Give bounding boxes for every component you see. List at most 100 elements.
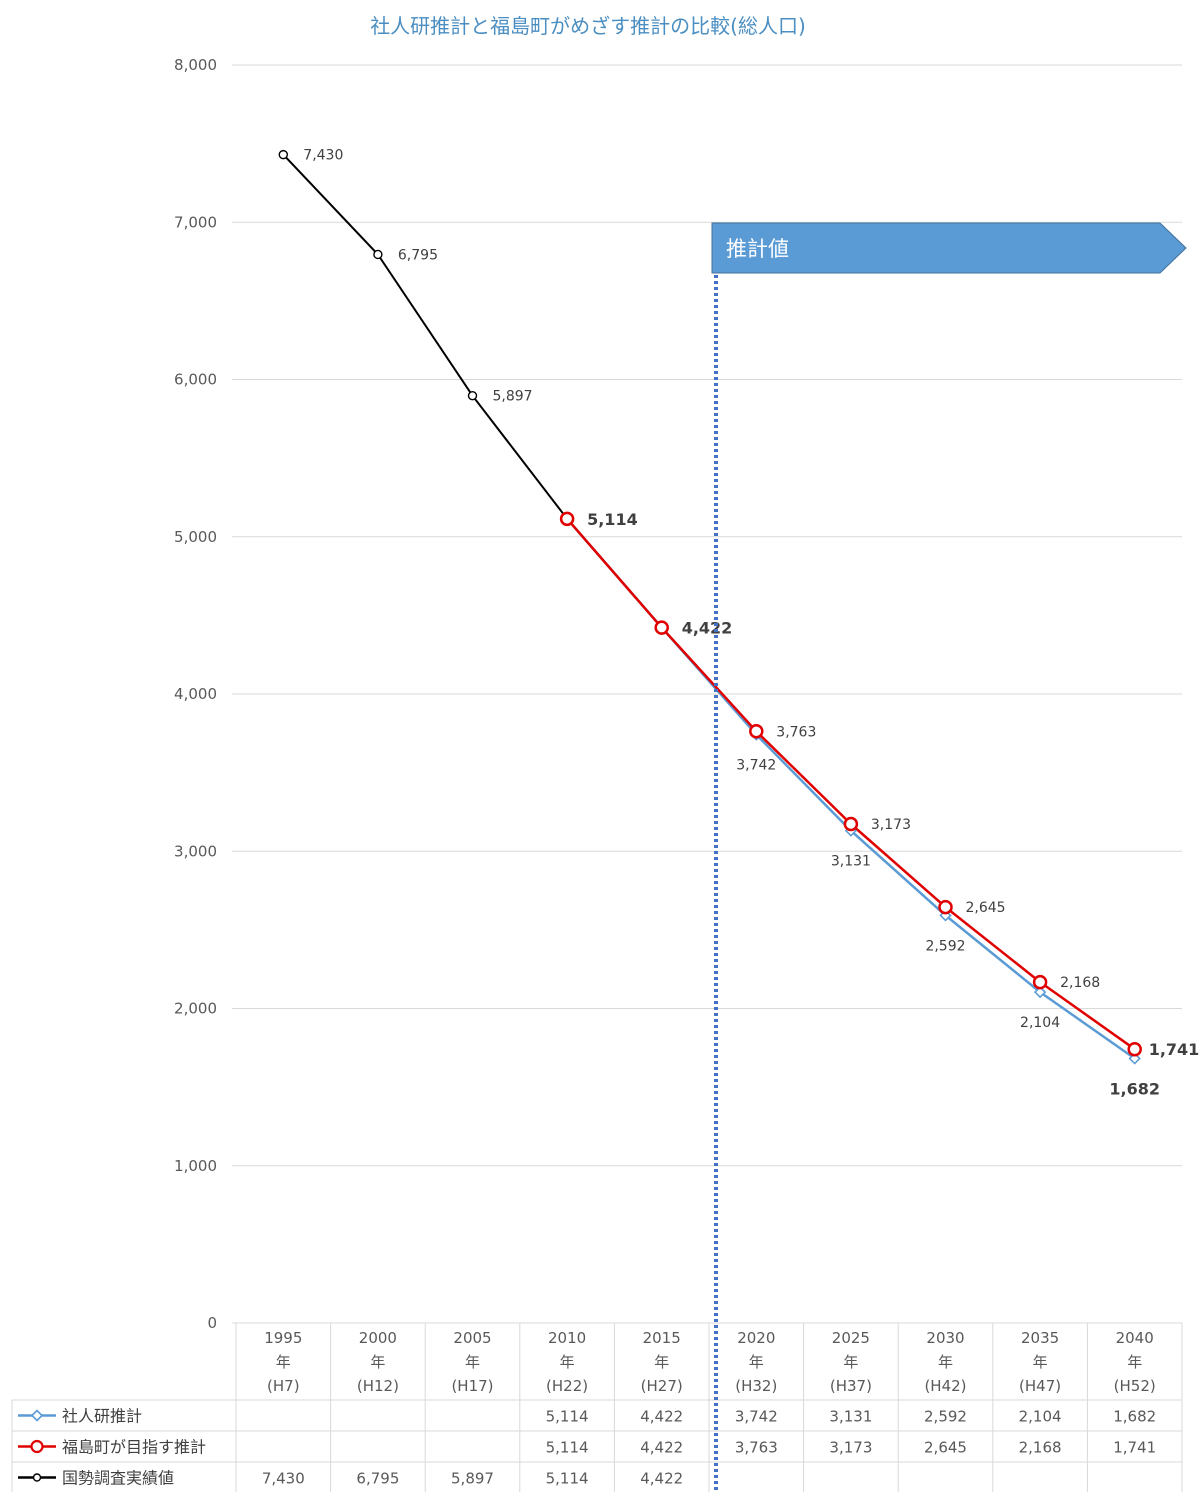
- x-category-label: 年: [938, 1353, 953, 1371]
- series-line: [566, 517, 1136, 1060]
- y-tick-label: 7,000: [174, 213, 217, 231]
- forecast-callout-label: 推計値: [726, 237, 789, 261]
- data-labels: 7,430 6,795 5,897 5,114 4,422 3,763 3,173 2,645…: [303, 148, 1199, 1099]
- table-cell-value: 4,422: [640, 1408, 683, 1426]
- x-category-label: (H52): [1114, 1377, 1156, 1395]
- x-category-label: (H37): [830, 1377, 872, 1395]
- data-label: 2,592: [925, 938, 965, 954]
- table-cell-value: 1,682: [1113, 1408, 1156, 1426]
- x-category-label: 2035: [1021, 1329, 1059, 1347]
- y-tick-label: 5,000: [174, 528, 217, 546]
- series-line: [566, 517, 1136, 1051]
- x-category-label: 年: [749, 1353, 764, 1371]
- data-point-marker: [373, 249, 383, 260]
- y-tick-label: 8,000: [174, 56, 217, 74]
- y-tick-label: 0: [207, 1314, 217, 1332]
- data-table: 1995 年 (H7) 2000 年 (H12) 2005 年 (H17) 2010 年 (H22) 2…: [11, 1322, 1183, 1494]
- y-tick-label: 4,000: [174, 685, 217, 703]
- data-point-marker: [843, 816, 859, 832]
- y-axis: 0 1,000 2,000 3,000 4,000 5,000 6,000 7,000 8,00…: [174, 56, 217, 1332]
- y-tick-label: 2,000: [174, 1000, 217, 1018]
- table-cell-value: 3,763: [735, 1439, 778, 1457]
- series-lines: [282, 153, 1136, 1060]
- data-label: 3,742: [736, 758, 776, 774]
- x-category-label: (H47): [1019, 1377, 1061, 1395]
- data-label: 2,104: [1020, 1015, 1060, 1031]
- x-category-label: (H27): [641, 1377, 683, 1395]
- table-cell-value: 2,645: [924, 1439, 967, 1457]
- data-label: 1,741: [1149, 1040, 1200, 1059]
- x-category-label: 2040: [1116, 1329, 1154, 1347]
- data-point-marker: [559, 511, 575, 527]
- x-category-label: 年: [843, 1353, 858, 1371]
- legend-key-marker: [30, 1409, 44, 1422]
- x-category-label: 2015: [643, 1329, 681, 1347]
- x-category-label: (H7): [267, 1377, 300, 1395]
- data-point-marker: [1032, 974, 1048, 990]
- series-markers: [278, 149, 1142, 1065]
- table-cell-value: 1,741: [1113, 1439, 1156, 1457]
- data-point-marker: [1127, 1041, 1142, 1057]
- data-label: 6,795: [398, 247, 438, 263]
- x-category-label: 1995: [264, 1329, 302, 1347]
- table-cell-value: 3,131: [829, 1408, 872, 1426]
- legend-label: 福島町が目指す推計: [62, 1438, 206, 1457]
- table-cell-value: 3,742: [735, 1408, 778, 1426]
- x-category-label: (H12): [357, 1377, 399, 1395]
- data-label: 3,131: [831, 854, 871, 870]
- data-point-marker: [467, 390, 478, 401]
- data-label: 4,422: [682, 619, 733, 638]
- table-cell-value: 3,173: [829, 1439, 872, 1457]
- x-category-label: 2030: [926, 1329, 964, 1347]
- x-category-label: 年: [654, 1353, 669, 1371]
- data-point-marker: [1033, 986, 1047, 999]
- data-label: 7,430: [303, 148, 343, 164]
- x-category-label: (H17): [451, 1377, 493, 1395]
- x-category-label: 年: [370, 1353, 385, 1371]
- y-tick-label: 1,000: [174, 1157, 217, 1175]
- forecast-callout: 推計値: [711, 222, 1187, 1492]
- data-point-marker: [749, 724, 764, 739]
- y-tick-label: 6,000: [174, 371, 217, 389]
- x-category-label: 年: [1033, 1353, 1048, 1371]
- table-cell-value: 4,422: [640, 1439, 683, 1457]
- legend-label: 国勢調査実績値: [62, 1469, 174, 1488]
- x-category-label: 2000: [359, 1329, 397, 1347]
- table-cell-value: 7,430: [262, 1470, 305, 1488]
- table-cell-value: 4,422: [640, 1470, 683, 1488]
- x-category-label: (H42): [924, 1377, 966, 1395]
- x-category-label: 年: [1127, 1353, 1142, 1371]
- chart-title: 社人研推計と福島町がめざす推計の比較(総人口): [370, 14, 806, 38]
- data-point-marker: [938, 899, 953, 915]
- data-label: 5,114: [587, 510, 638, 529]
- x-category-label: (H22): [546, 1377, 588, 1395]
- data-label: 3,173: [871, 817, 911, 833]
- x-category-label: 年: [276, 1353, 291, 1371]
- table-cell-value: 5,114: [546, 1470, 589, 1488]
- table-cell-value: 5,897: [451, 1470, 494, 1488]
- x-category-label: 年: [560, 1353, 575, 1371]
- x-category-label: 2005: [453, 1329, 491, 1347]
- forecast-arrow-banner: [711, 222, 1187, 274]
- data-point-marker: [278, 149, 288, 160]
- data-label: 2,645: [966, 900, 1006, 916]
- data-label: 1,682: [1109, 1080, 1160, 1099]
- legend-key-marker: [30, 1439, 44, 1454]
- x-category-label: (H32): [735, 1377, 777, 1395]
- x-category-label: 2010: [548, 1329, 586, 1347]
- table-cell-value: 6,795: [356, 1470, 399, 1488]
- table-cell-value: 2,104: [1019, 1408, 1062, 1426]
- x-category-label: 2020: [737, 1329, 775, 1347]
- data-label: 3,763: [776, 724, 816, 740]
- data-label: 2,168: [1060, 975, 1100, 991]
- x-category-label: 年: [465, 1353, 480, 1371]
- legend-key-marker: [32, 1473, 42, 1482]
- data-label: 5,897: [493, 389, 533, 405]
- gridlines: [232, 64, 1182, 1324]
- legend-label: 社人研推計: [62, 1407, 142, 1426]
- y-tick-label: 3,000: [174, 842, 217, 860]
- table-cell-value: 5,114: [546, 1439, 589, 1457]
- table-cell-value: 5,114: [546, 1408, 589, 1426]
